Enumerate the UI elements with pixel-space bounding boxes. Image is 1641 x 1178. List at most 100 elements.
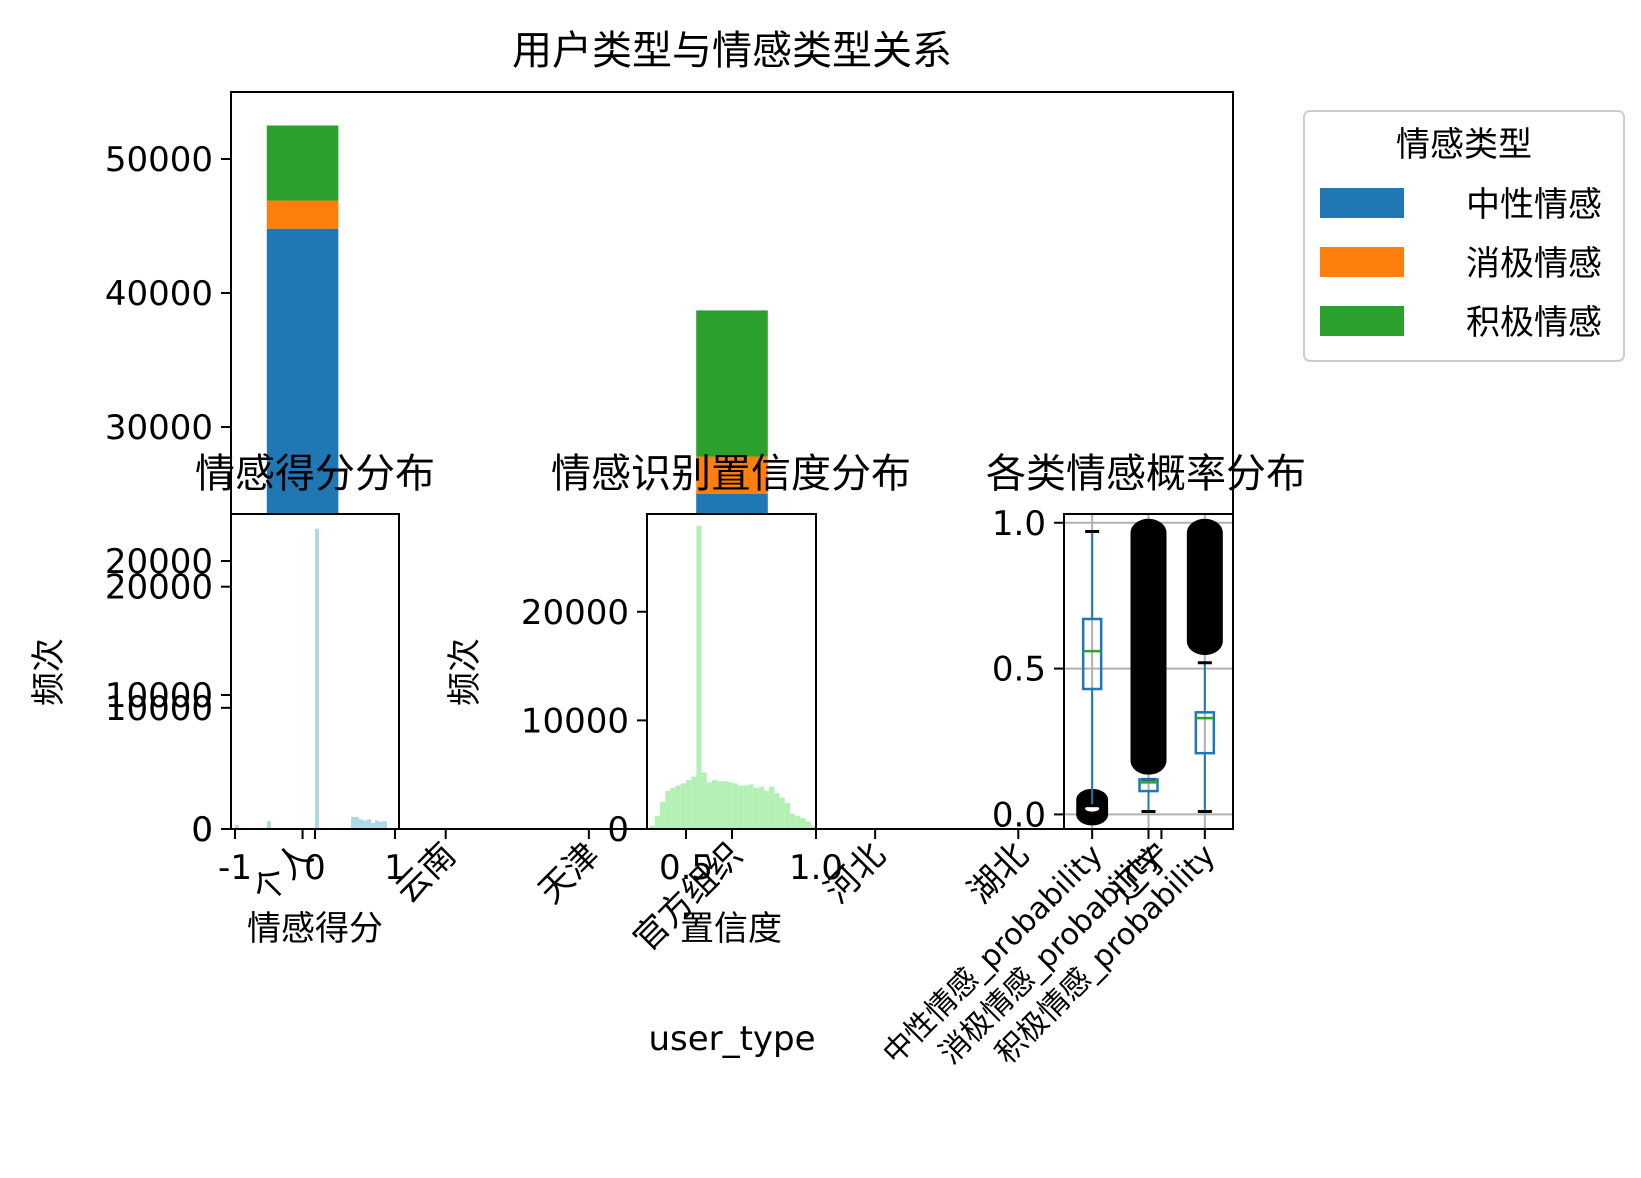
histogram-2-bin-28	[790, 813, 796, 829]
main-chart-title: 用户类型与情感类型关系	[512, 28, 952, 74]
histogram-1-bin-7	[363, 820, 367, 829]
histogram-1-y-tick-label-0: 0	[191, 810, 213, 850]
histogram-1-y-tick-label-1: 10000	[105, 689, 213, 729]
histogram-2-bin-29	[795, 815, 801, 829]
boxplot-box-2	[1138, 778, 1159, 793]
histogram-2-title: 情感识别置信度分布	[551, 451, 911, 497]
histogram-2-bin-17	[732, 783, 738, 829]
bar-4-series-3	[696, 310, 768, 457]
legend-label-neutral: 中性情感	[1466, 185, 1602, 225]
histogram-2-bin-11	[701, 772, 707, 829]
histogram-2-bin-4	[665, 790, 671, 829]
histogram-2-x-tick-label-1: 1.0	[789, 848, 843, 888]
histogram-1-x-label: 情感得分	[247, 909, 383, 949]
legend-swatch-positive	[1320, 306, 1404, 336]
histogram-2-frame	[646, 513, 817, 830]
bar-1-series-2	[266, 200, 339, 229]
histogram-2-x-tick-label-0: 0.5	[659, 848, 713, 888]
boxplot-outliers-3	[1186, 518, 1223, 656]
histogram-2-bin-6	[675, 785, 681, 829]
main-y-tick-label-5: 50000	[105, 140, 213, 180]
histogram-2-bin-24	[769, 786, 775, 829]
histogram-1-bin-9	[371, 822, 375, 829]
boxplot-y-tick-label-0: 0.0	[992, 795, 1046, 835]
histogram-2-bin-13	[712, 780, 718, 829]
boxplot-y-tick-label-2: 1.0	[992, 504, 1046, 544]
histogram-2-bin-27	[784, 802, 790, 829]
histogram-2-bin-2	[654, 815, 660, 829]
main-y-tick-label-2: 20000	[105, 542, 213, 582]
boxplot-outliers-2	[1130, 518, 1167, 775]
histogram-1-bars	[235, 528, 387, 829]
histogram-2-y-tick-label-2: 20000	[521, 593, 629, 633]
histogram-2-ticks: 0 10000 20000 0.5 1.0	[521, 593, 843, 888]
histogram-2-bin-14	[717, 781, 723, 829]
histogram-1-x-tick-label-0: -1	[218, 848, 252, 888]
boxplot-title: 各类情感概率分布	[986, 451, 1306, 497]
confidence-histogram: 0 10000 20000 0.5 1.0 情感识别置信度分布 置信度 频次	[445, 451, 911, 949]
histogram-2-bin-7	[680, 783, 686, 829]
legend-title: 情感类型	[1396, 125, 1532, 165]
histogram-2-bin-25	[774, 793, 780, 829]
histogram-2-y-tick-label-1: 10000	[521, 701, 629, 741]
main-y-tick-label-0: 0	[191, 810, 213, 850]
histogram-2-x-label: 置信度	[680, 909, 782, 949]
histogram-2-y-tick-label-0: 0	[607, 810, 629, 850]
histogram-1-title: 情感得分分布	[195, 451, 435, 497]
histogram-2-bin-18	[738, 785, 744, 829]
legend-label-positive: 积极情感	[1466, 303, 1602, 343]
histogram-1-bin-12	[383, 821, 387, 829]
histogram-2-bin-3	[660, 801, 666, 829]
histogram-2-bin-30	[800, 818, 806, 829]
histogram-1-frame	[230, 513, 400, 830]
histogram-2-bin-32	[810, 825, 816, 829]
histogram-1-bin-6	[359, 819, 363, 829]
histogram-2-bin-9	[691, 776, 697, 829]
histogram-2-bin-31	[805, 821, 811, 829]
boxplot-boxes	[1076, 518, 1223, 826]
histogram-1-bin-4	[351, 816, 355, 829]
histogram-2-bin-23	[764, 790, 770, 829]
bar-4-series-2	[696, 456, 768, 494]
histogram-2-bin-1	[649, 825, 655, 829]
histogram-1-y-tick-label-2: 20000	[105, 568, 213, 608]
legend-swatch-neutral	[1320, 188, 1404, 218]
legend-frame	[1303, 110, 1625, 362]
histogram-2-y-label: 频次	[445, 638, 485, 706]
histogram-2-bin-10	[696, 525, 702, 829]
histogram-2-bin-22	[758, 786, 764, 829]
main-y-tick-label-3: 30000	[105, 408, 213, 448]
histogram-2-bars	[649, 525, 816, 829]
histogram-1-bin-11	[379, 821, 383, 829]
bar-1-series-3	[266, 125, 339, 201]
histogram-2-bin-12	[706, 782, 712, 829]
histogram-2-bin-8	[686, 780, 692, 829]
boxplot-y-tick-label-1: 0.5	[992, 650, 1046, 690]
histogram-2-bin-19	[743, 785, 749, 829]
histogram-2-bin-16	[727, 782, 733, 829]
main-y-tick-label-1: 10000	[105, 676, 213, 716]
histogram-1-bin-2	[267, 821, 271, 829]
boxplot-box-3	[1194, 711, 1216, 755]
main-y-tick-label-4: 40000	[105, 274, 213, 314]
main-x-axis-label: user_type	[648, 1019, 815, 1059]
main-y-axis-ticks: 0 10000 20000 30000 40000 50000	[105, 140, 231, 850]
histogram-1-bin-8	[367, 819, 371, 829]
histogram-2-bin-21	[753, 787, 759, 829]
histogram-2-bin-20	[748, 784, 754, 829]
boxplot-frame	[1063, 513, 1234, 830]
histogram-2-bin-26	[779, 797, 785, 829]
histogram-1-y-label: 频次	[29, 638, 69, 706]
histogram-2-background	[647, 514, 816, 829]
legend-swatch-negative	[1320, 247, 1404, 277]
boxplot-box-1	[1081, 617, 1103, 691]
legend: 情感类型 中性情感 消极情感 积极情感	[1303, 110, 1625, 362]
legend-label-negative: 消极情感	[1466, 244, 1602, 284]
histogram-2-bin-5	[670, 787, 676, 829]
histogram-1-bin-1	[235, 824, 239, 829]
histogram-1-bin-10	[375, 820, 379, 829]
histogram-1-x-tick-label-1: 0	[304, 848, 326, 888]
